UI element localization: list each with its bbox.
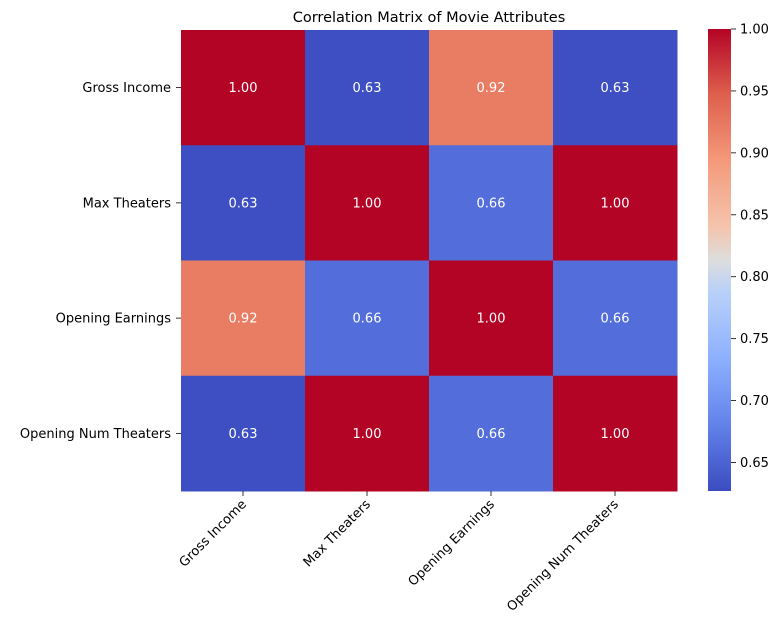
colorbar: [708, 29, 731, 491]
heatmap-cell: [181, 260, 306, 377]
colorbar-tick-label: 0.80: [740, 270, 769, 285]
cell-annotation: 0.63: [601, 81, 630, 96]
cell-annotation: 1.00: [477, 312, 506, 327]
heatmap-cell: [429, 375, 554, 492]
cell-annotation: 0.92: [229, 312, 258, 327]
heatmap-cell: [305, 145, 430, 261]
cell-annotation: 0.92: [477, 81, 506, 96]
cell-annotation: 0.66: [353, 312, 382, 327]
heatmap-cell: [429, 30, 554, 146]
colorbar-tick-label: 1.00: [740, 23, 769, 38]
heatmap-cell: [429, 145, 554, 261]
heatmap-cell: [181, 375, 306, 492]
colorbar-tick-label: 0.90: [740, 146, 769, 161]
heatmap-cell: [553, 375, 678, 492]
heatmap-cell: [553, 30, 678, 146]
cell-annotation: 0.66: [477, 427, 506, 442]
cell-annotation: 0.66: [477, 196, 506, 211]
cell-annotation: 0.66: [601, 312, 630, 327]
heatmap-cell: [553, 145, 678, 261]
cell-annotation: 0.63: [229, 427, 258, 442]
y-tick-label: Max Theaters: [83, 196, 172, 211]
cell-annotation: 1.00: [229, 81, 258, 96]
x-tick-label: Gross Income: [177, 497, 250, 570]
heatmap-cell: [305, 30, 430, 146]
colorbar-tick-label: 0.85: [740, 208, 769, 223]
x-tick-label: Opening Num Theaters: [504, 497, 622, 615]
cell-annotation: 1.00: [601, 427, 630, 442]
heatmap-cell: [305, 260, 430, 377]
x-tick-label: Opening Earnings: [406, 497, 498, 589]
colorbar-tick-label: 0.95: [740, 84, 769, 99]
heatmap-cell: [181, 145, 306, 261]
colorbar-tick-label: 0.75: [740, 332, 769, 347]
cell-annotation: 0.63: [353, 81, 382, 96]
y-tick-label: Opening Earnings: [56, 312, 172, 327]
heatmap-cell: [429, 260, 554, 377]
colorbar-tick-label: 0.65: [740, 456, 769, 471]
colorbar-tick-label: 0.70: [740, 394, 769, 409]
cell-annotation: 1.00: [353, 427, 382, 442]
heatmap-cell: [181, 30, 306, 146]
y-tick-label: Gross Income: [82, 81, 171, 96]
heatmap-cell: [553, 260, 678, 377]
x-tick-label: Max Theaters: [301, 497, 374, 570]
heatmap-cell: [305, 375, 430, 492]
cell-annotation: 1.00: [601, 196, 630, 211]
chart-title: Correlation Matrix of Movie Attributes: [293, 10, 566, 26]
cell-annotation: 0.63: [229, 196, 258, 211]
cell-annotation: 1.00: [353, 196, 382, 211]
y-tick-label: Opening Num Theaters: [20, 427, 171, 442]
